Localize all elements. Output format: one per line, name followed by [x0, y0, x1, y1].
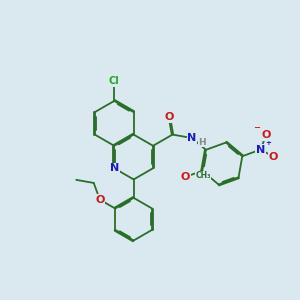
Text: CH₃: CH₃	[196, 171, 211, 180]
Text: O: O	[269, 152, 278, 162]
Text: N: N	[187, 133, 196, 143]
Text: O: O	[261, 130, 271, 140]
Text: H: H	[198, 138, 206, 147]
Text: −: −	[253, 123, 260, 132]
Text: O: O	[95, 195, 104, 205]
Text: O: O	[165, 112, 174, 122]
Text: N: N	[110, 163, 119, 173]
Text: N: N	[256, 145, 266, 154]
Text: +: +	[266, 140, 272, 146]
Text: Cl: Cl	[109, 76, 120, 86]
Text: O: O	[181, 172, 190, 182]
